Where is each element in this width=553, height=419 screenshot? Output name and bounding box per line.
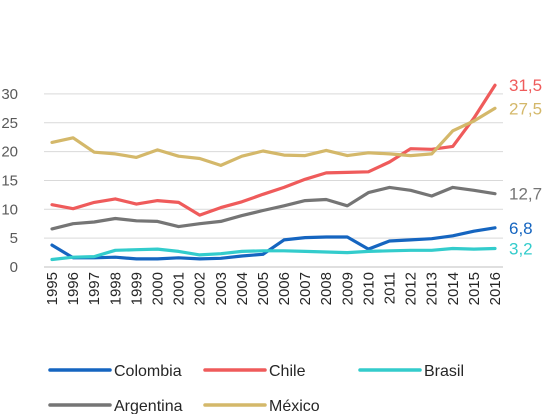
x-tick-label: 1999 [128,272,145,305]
series-line-argentina [50,185,497,231]
legend-label-argentina: Argentina [114,398,183,414]
x-axis-tick-labels: 1995 1996 1997 1998 1999 2000 2001 2002 2003 2004… [44,272,504,305]
x-tick-label: 2010 [360,272,377,305]
y-tick-label: 30 [1,86,18,103]
x-tick-label: 2014 [445,272,462,305]
y-tick-label: 15 [1,172,18,189]
x-tick-label: 2008 [318,272,335,305]
y-tick-label: 10 [1,201,18,218]
x-tick-label: 2004 [234,272,251,305]
x-tick-label: 2002 [192,272,209,305]
series-line-chile [50,83,497,217]
x-tick-label: 1997 [86,272,103,305]
x-tick-label: 2001 [171,272,188,305]
series-lines [50,83,497,262]
legend-label-colombia: Colombia [114,363,182,380]
end-label-méxico: 27,5 [509,99,542,118]
series-line-méxico [50,106,497,167]
legend-label-brasil: Brasil [424,363,464,380]
end-label-brasil: 3,2 [509,240,533,259]
x-tick-label: 2012 [403,272,420,305]
x-tick-label: 1995 [44,272,61,305]
series-line-colombia [50,226,497,261]
x-tick-label: 2013 [424,272,441,305]
x-tick-label: 2007 [297,272,314,305]
y-tick-label: 5 [10,230,18,247]
y-tick-label: 0 [10,259,18,276]
end-label-colombia: 6,8 [509,219,533,238]
x-tick-label: 2015 [466,272,483,305]
legend-label-chile: Chile [269,363,306,380]
gridlines [44,93,503,239]
x-tick-label: 2016 [487,272,504,305]
end-label-chile: 31,5 [509,76,542,95]
x-tick-label: 2005 [255,272,272,305]
x-tick-label: 1996 [65,272,82,305]
legend-label-méxico: México [269,398,320,414]
end-label-argentina: 12,7 [509,185,542,204]
y-axis-tick-labels: 0 5 10 15 20 25 30 [1,86,18,276]
x-tick-label: 2006 [276,272,293,305]
end-value-labels: 6,8 31,5 3,2 12,7 27,5 [509,76,542,258]
series-line-brasil [50,246,497,262]
y-tick-label: 20 [1,144,18,161]
x-tick-label: 2011 [382,272,399,304]
x-tick-label: 2009 [339,272,356,305]
x-tick-label: 2003 [213,272,230,305]
legend: Colombia Chile Brasil Argentina México [48,363,464,415]
y-tick-label: 25 [1,115,18,132]
x-tick-label: 1998 [107,272,124,305]
x-tick-label: 2000 [149,272,166,305]
